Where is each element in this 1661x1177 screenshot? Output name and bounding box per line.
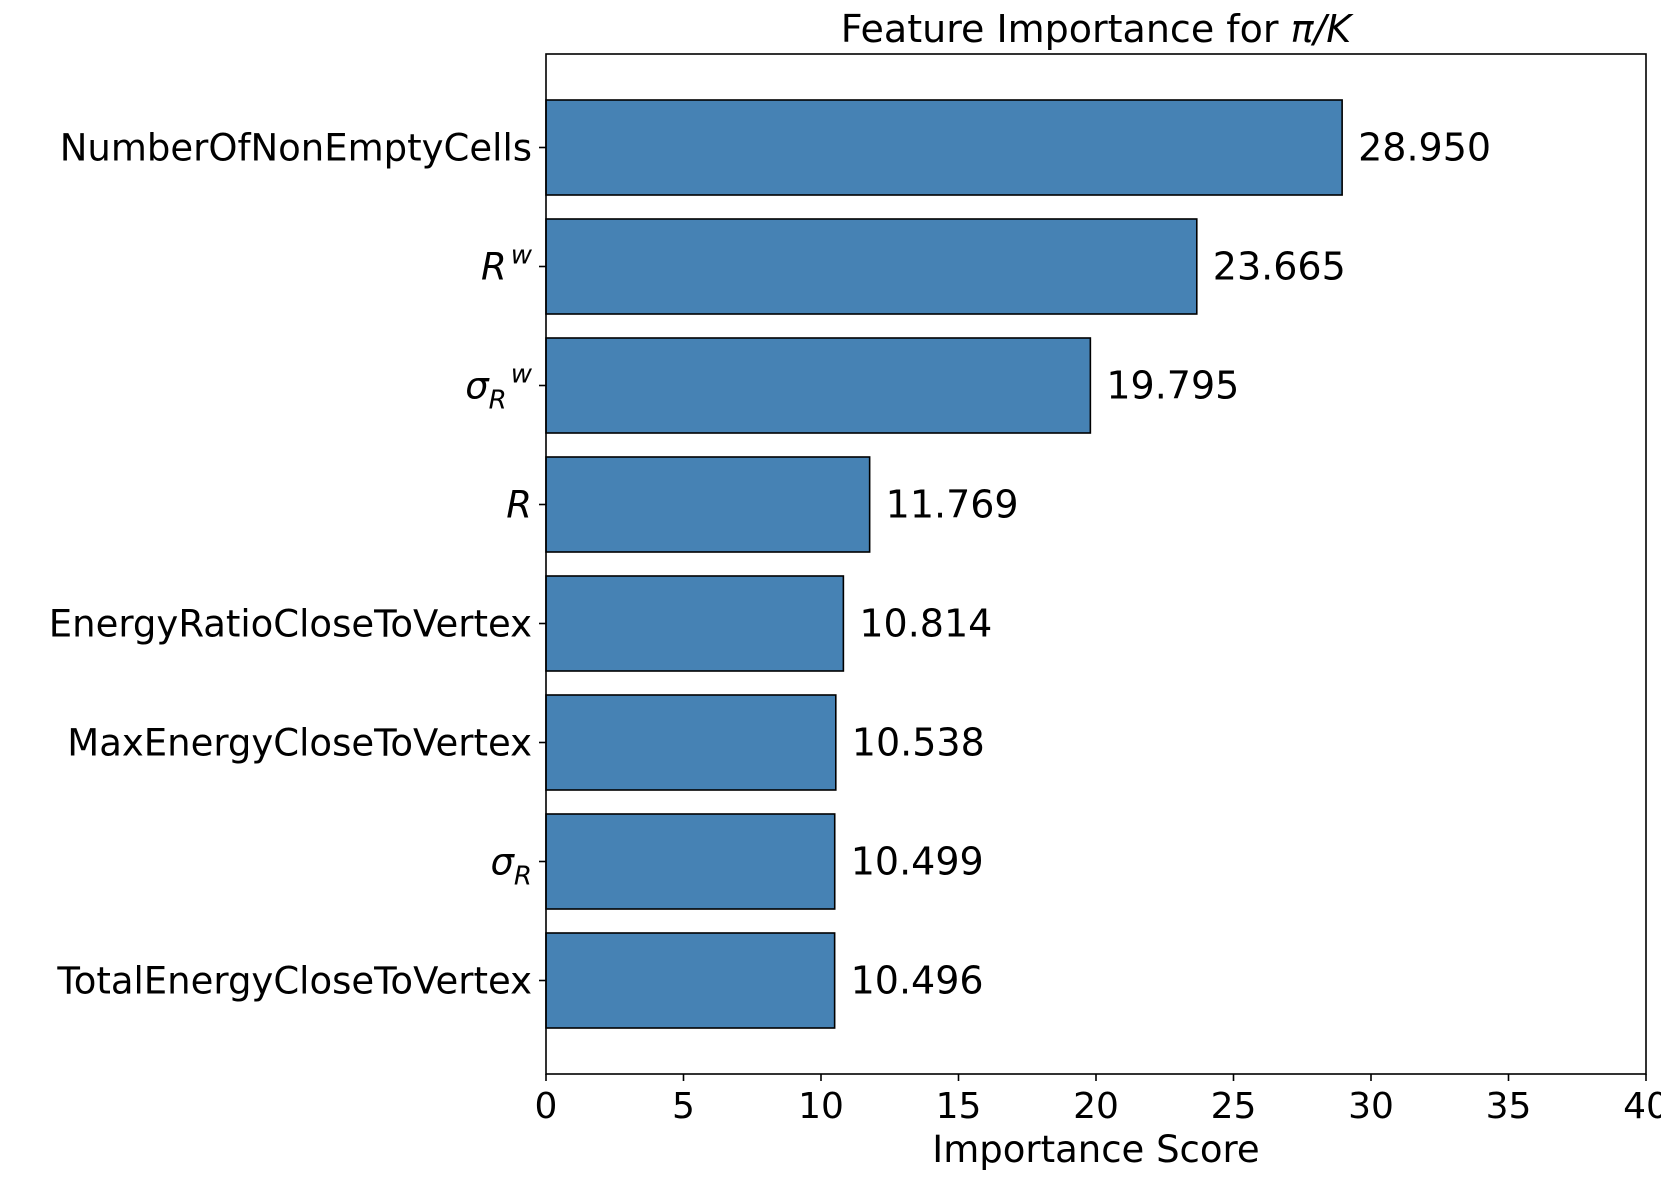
value-label: 19.795 bbox=[1106, 364, 1239, 408]
value-label: 10.496 bbox=[851, 959, 984, 1003]
y-tick-label-base: R bbox=[481, 246, 507, 289]
y-tick-label: EnergyRatioCloseToVertex bbox=[49, 603, 532, 646]
bar bbox=[545, 456, 871, 553]
y-tick-label-subscript: R bbox=[514, 862, 532, 892]
x-tick-label: 20 bbox=[1073, 1086, 1119, 1127]
x-axis-label: Importance Score bbox=[932, 1128, 1259, 1171]
bar bbox=[545, 218, 1198, 315]
y-tick-label: R bbox=[506, 484, 532, 527]
value-label: 10.499 bbox=[851, 840, 984, 884]
x-tick-label: 35 bbox=[1486, 1086, 1532, 1127]
y-tick-label-superscript: w bbox=[511, 360, 533, 390]
y-tick-label-base: σ bbox=[465, 365, 490, 408]
y-tick-label: MaxEnergyCloseToVertex bbox=[67, 722, 532, 765]
x-tick-label: 0 bbox=[535, 1086, 558, 1127]
y-tick-label-base: R bbox=[506, 484, 532, 527]
value-labels-layer: 28.950 23.665 19.795 11.769 10.814 10.538 10.4… bbox=[851, 126, 1491, 1003]
y-tick-label-base: σ bbox=[490, 841, 515, 884]
y-tick-label: NumberOfNonEmptyCells bbox=[60, 127, 532, 170]
x-tick-label: 5 bbox=[672, 1086, 695, 1127]
y-tick-label: σR bbox=[490, 841, 532, 892]
y-tick-label-subscript: R bbox=[489, 386, 507, 416]
x-axis: 0 5 10 15 20 25 30 35 40 bbox=[535, 1074, 1661, 1127]
chart-title-prefix: Feature Importance for bbox=[841, 7, 1291, 51]
x-tick-label: 30 bbox=[1348, 1086, 1394, 1127]
chart-title-symbol: π/K bbox=[1291, 7, 1355, 51]
value-label: 11.769 bbox=[886, 483, 1019, 527]
y-tick-label-superscript: w bbox=[511, 241, 533, 271]
value-label: 23.665 bbox=[1213, 245, 1346, 289]
x-tick-label: 40 bbox=[1623, 1086, 1661, 1127]
x-tick-label: 10 bbox=[798, 1086, 844, 1127]
bar bbox=[545, 932, 836, 1029]
chart-title: Feature Importance for π/K bbox=[841, 7, 1355, 51]
x-tick-label: 15 bbox=[936, 1086, 982, 1127]
x-tick-label: 25 bbox=[1211, 1086, 1257, 1127]
y-tick-label: σRw bbox=[465, 360, 533, 416]
bar bbox=[545, 575, 845, 672]
value-label: 10.814 bbox=[859, 602, 992, 646]
value-label: 28.950 bbox=[1358, 126, 1491, 170]
value-label: 10.538 bbox=[852, 721, 985, 765]
bars-layer bbox=[545, 99, 1343, 1029]
bar bbox=[545, 813, 836, 910]
bar bbox=[545, 337, 1092, 434]
plot-frame bbox=[545, 53, 1647, 1075]
y-tick-label: TotalEnergyCloseToVertex bbox=[56, 960, 532, 1003]
bar bbox=[545, 99, 1343, 196]
bar bbox=[545, 694, 837, 791]
